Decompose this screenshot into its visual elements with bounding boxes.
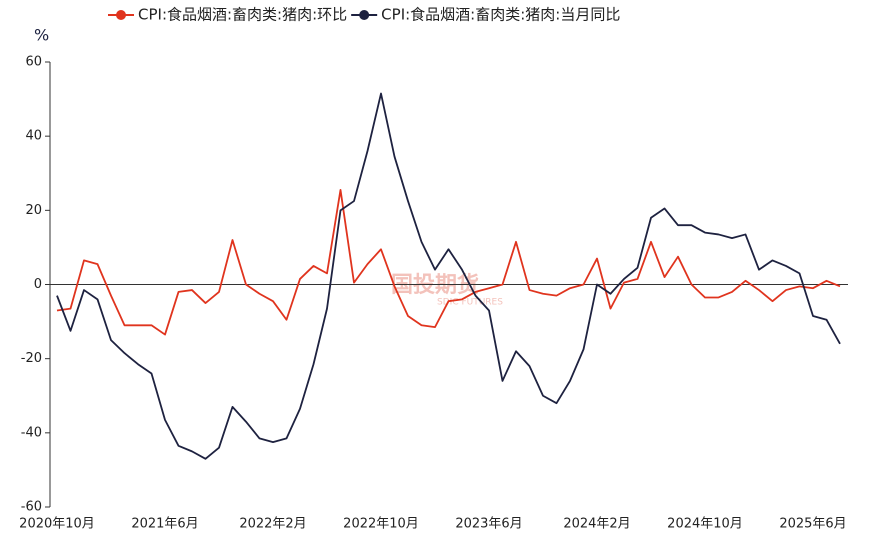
y-tick-label: 20: [25, 203, 42, 218]
x-tick-label: 2024年2月: [563, 517, 630, 532]
y-tick-label: 0: [34, 277, 42, 292]
y-tick-label: -20: [21, 351, 42, 366]
y-tick-label: -60: [21, 500, 42, 515]
x-tick-label: 2022年2月: [239, 517, 306, 532]
watermark-sub: SDIC FUTURES: [437, 298, 503, 308]
x-tick-label: 2025年6月: [779, 517, 846, 532]
y-tick-label: 40: [25, 129, 42, 144]
x-tick-label: 2024年10月: [667, 517, 743, 532]
y-axis-label: %: [34, 26, 49, 45]
legend-marker: [359, 10, 370, 20]
x-tick-label: 2023年6月: [455, 517, 522, 532]
series-line: [56, 92, 841, 460]
y-tick-label: -40: [21, 425, 42, 440]
x-tick-label: 2022年10月: [343, 517, 419, 532]
legend-label: CPI:食品烟酒:畜肉类:猪肉:环比: [138, 6, 347, 24]
x-tick-label: 2021年6月: [131, 517, 198, 532]
x-tick-label: 2020年10月: [19, 517, 95, 532]
y-tick-label: 60: [25, 55, 42, 70]
legend-marker: [116, 10, 126, 20]
legend-label: CPI:食品烟酒:畜肉类:猪肉:当月同比: [381, 6, 620, 24]
series-line: [56, 189, 841, 336]
